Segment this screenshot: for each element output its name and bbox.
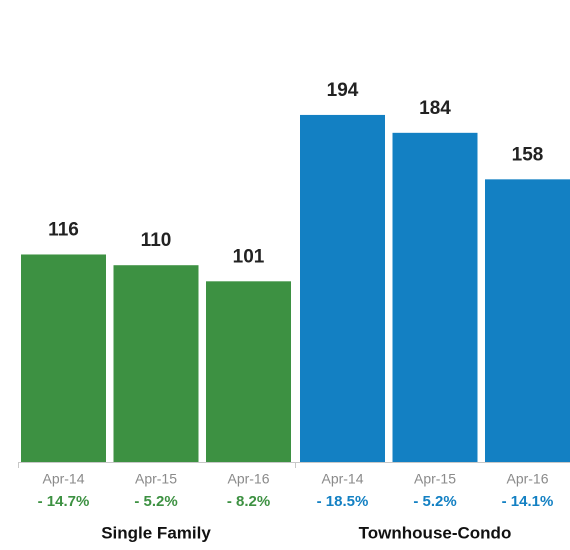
category-label: Apr-14 xyxy=(321,471,363,487)
change-label: - 14.1% xyxy=(502,493,554,510)
bar xyxy=(392,132,478,462)
category-label: Apr-14 xyxy=(42,471,84,487)
change-label: - 5.2% xyxy=(134,493,177,510)
category-label: Apr-15 xyxy=(414,471,456,487)
change-label: - 8.2% xyxy=(227,493,270,510)
category-label: Apr-16 xyxy=(506,471,548,487)
change-label: - 5.2% xyxy=(413,493,456,510)
value-label: 110 xyxy=(141,230,172,251)
value-label: 101 xyxy=(233,246,265,267)
change-label: - 14.7% xyxy=(38,493,90,510)
group-label: Single Family xyxy=(101,523,211,542)
group-label: Townhouse-Condo xyxy=(359,523,512,542)
category-label: Apr-16 xyxy=(227,471,269,487)
bar xyxy=(485,179,570,462)
bar xyxy=(300,114,385,463)
category-label: Apr-15 xyxy=(135,471,177,487)
bar xyxy=(21,254,106,462)
value-label: 194 xyxy=(327,80,359,101)
change-label: - 18.5% xyxy=(317,493,369,510)
value-label: 184 xyxy=(419,98,451,119)
bar xyxy=(113,265,199,462)
value-label: 116 xyxy=(48,219,79,240)
bar xyxy=(206,281,291,462)
value-label: 158 xyxy=(512,144,544,165)
